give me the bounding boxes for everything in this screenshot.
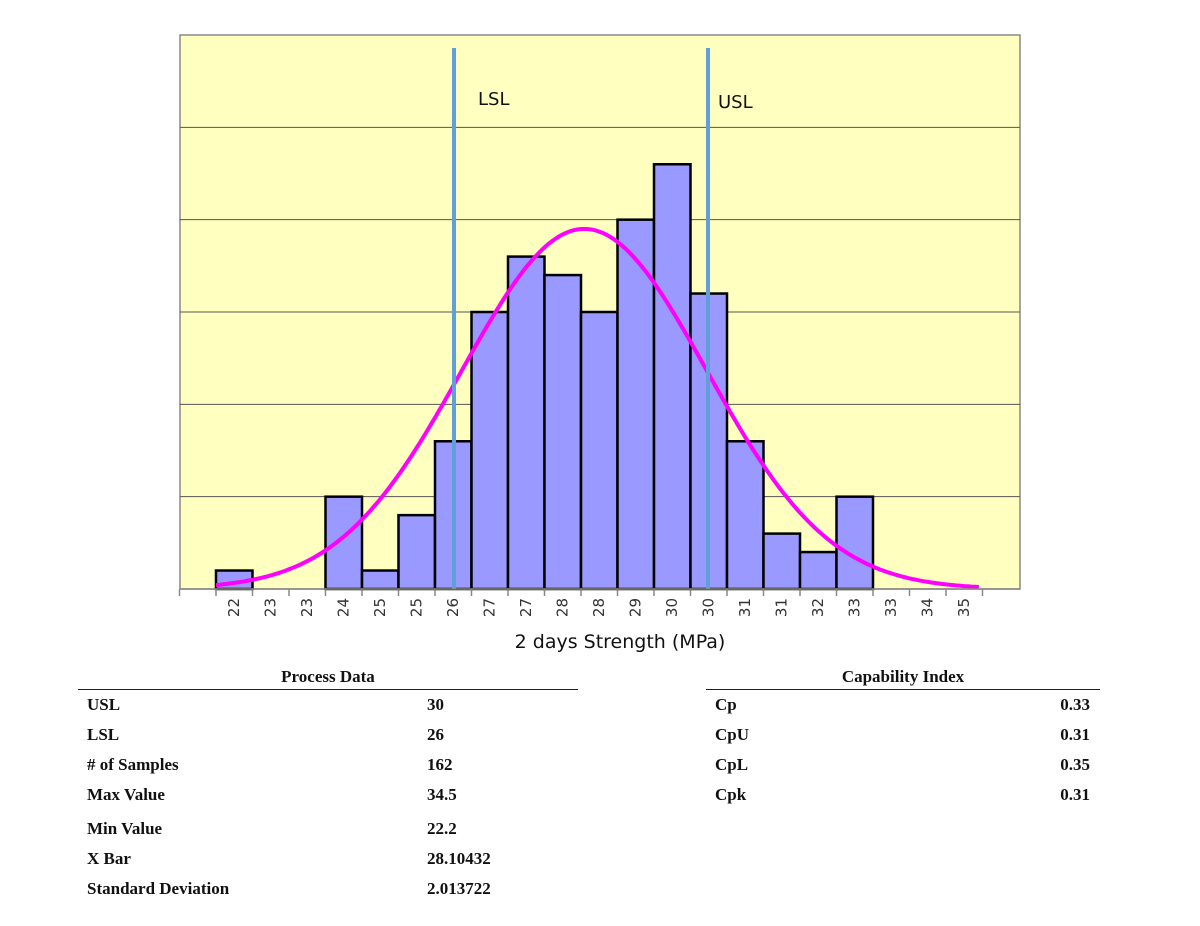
capability-index-row: CpL 0.35 — [706, 750, 1100, 780]
row-label: USL — [87, 695, 121, 714]
histogram-bar — [725, 440, 765, 591]
capability-histogram-chart: LSL USL 22 23 23 24 25 25 26 27 27 28 28 29 30 30 31 31 3… — [178, 34, 1021, 653]
histogram-bar — [324, 495, 364, 591]
x-tick-label: 33 — [845, 598, 863, 617]
process-data-row: LSL 26 — [78, 720, 578, 750]
x-tick-label: 27 — [517, 598, 535, 617]
process-data-table: Process Data USL 30 LSL 26 # of Samples 162 Ma… — [78, 665, 578, 904]
row-value: 28.10432 — [427, 849, 491, 868]
x-tick-label: 30 — [663, 598, 681, 617]
x-tick-label: 27 — [480, 598, 498, 617]
x-tick-label: 35 — [955, 598, 973, 617]
process-data-row: USL 30 — [78, 690, 578, 720]
row-label: Min Value — [87, 819, 163, 838]
row-value: 0.31 — [1060, 725, 1090, 744]
process-data-row: Max Value 34.5 — [78, 780, 578, 810]
row-value: 0.31 — [1060, 785, 1090, 804]
row-value: 22.2 — [427, 819, 457, 838]
process-data-title: Process Data — [78, 665, 578, 690]
capability-index-row: Cp 0.33 — [706, 690, 1100, 720]
process-data-row: # of Samples 162 — [78, 750, 578, 780]
row-label: CpL — [715, 755, 749, 774]
row-label: Cp — [715, 695, 737, 714]
usl-label: USL — [718, 92, 753, 113]
row-value: 2.013722 — [427, 879, 491, 898]
x-tick-label: 31 — [772, 598, 790, 617]
x-tick-label: 28 — [590, 598, 608, 617]
x-tick-label: 28 — [553, 598, 571, 617]
x-tick-label: 25 — [371, 598, 389, 617]
capability-index-row: Cpk 0.31 — [706, 780, 1100, 810]
capability-index-table: Capability Index Cp 0.33 CpU 0.31 CpL 0.35 Cpk… — [706, 665, 1100, 810]
x-tick-label: 22 — [225, 598, 243, 617]
histogram-bar — [397, 513, 437, 591]
x-axis-tick-labels: 22 23 23 24 25 25 26 27 27 28 28 29 30 30 31 31 32 33 33 34… — [225, 598, 973, 617]
row-label: X Bar — [87, 849, 131, 868]
process-data-row: Min Value 22.2 — [78, 814, 578, 844]
histogram-bar — [470, 310, 510, 591]
x-axis-title: 2 days Strength (MPa) — [515, 631, 726, 653]
process-data-row: X Bar 28.10432 — [78, 844, 578, 874]
row-value: 162 — [427, 755, 453, 774]
x-tick-label: 34 — [918, 598, 936, 617]
row-label: LSL — [87, 725, 120, 744]
process-data-rows: USL 30 LSL 26 # of Samples 162 Max Value 34.5 Mi… — [78, 690, 578, 904]
capability-index-rows: Cp 0.33 CpU 0.31 CpL 0.35 Cpk 0.31 — [706, 690, 1100, 810]
x-tick-label: 25 — [407, 598, 425, 617]
x-tick-label: 33 — [882, 598, 900, 617]
x-tick-label: 32 — [809, 598, 827, 617]
row-label: Cpk — [715, 785, 747, 804]
capability-index-row: CpU 0.31 — [706, 720, 1100, 750]
x-tick-label: 23 — [298, 598, 316, 617]
x-axis-ticks — [178, 589, 984, 596]
normal-fit-curve — [215, 226, 980, 589]
row-value: 30 — [427, 695, 444, 714]
x-tick-label: 29 — [626, 598, 644, 617]
x-tick-label: 23 — [261, 598, 279, 617]
x-tick-label: 31 — [736, 598, 754, 617]
histogram-bar — [798, 550, 838, 591]
histogram-bar — [652, 163, 692, 591]
row-value: 0.33 — [1060, 695, 1090, 714]
histogram-bars — [214, 163, 875, 591]
histogram-bar — [506, 255, 546, 591]
histogram-bar — [762, 532, 802, 591]
spec-limit-lines: LSL USL — [452, 48, 753, 589]
row-value: 0.35 — [1060, 755, 1090, 774]
histogram-bar — [543, 273, 583, 591]
x-tick-label: 24 — [334, 598, 352, 617]
lsl-label: LSL — [478, 89, 509, 110]
row-label: CpU — [715, 725, 750, 744]
x-tick-label: 26 — [444, 598, 462, 617]
histogram-bar — [579, 310, 619, 591]
row-value: 34.5 — [427, 785, 457, 804]
histogram-bar — [360, 569, 400, 591]
row-label: # of Samples — [87, 755, 179, 774]
histogram-bar — [835, 495, 875, 591]
x-tick-label: 30 — [699, 598, 717, 617]
row-value: 26 — [427, 725, 444, 744]
process-data-row: Standard Deviation 2.013722 — [78, 874, 578, 904]
row-label: Max Value — [87, 785, 165, 804]
capability-index-title: Capability Index — [706, 665, 1100, 690]
row-label: Standard Deviation — [87, 879, 230, 898]
histogram-bar — [616, 218, 656, 591]
